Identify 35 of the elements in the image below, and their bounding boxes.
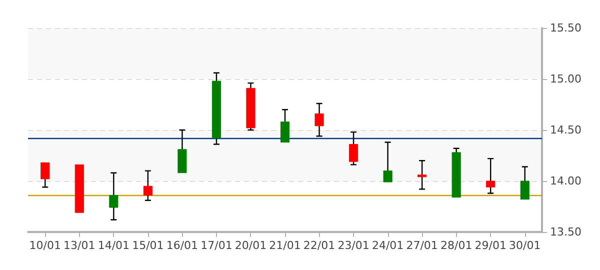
- y-tick-label: 14.00: [550, 174, 582, 188]
- candlestick: [40, 162, 50, 188]
- x-tick-label: 27/01: [406, 239, 438, 252]
- x-tick-label: 21/01: [269, 239, 301, 252]
- candlestick: [452, 148, 461, 198]
- x-tick-label: 14/01: [98, 239, 130, 252]
- x-tick-label: 13/01: [64, 239, 96, 252]
- x-tick-label: 22/01: [303, 239, 336, 252]
- candlestick: [418, 160, 427, 190]
- x-tick-label: 23/01: [338, 239, 370, 252]
- candlestick: [178, 129, 187, 174]
- x-tick-label: 17/01: [200, 239, 232, 252]
- x-tick-label: 24/01: [372, 239, 404, 252]
- candlestick: [143, 170, 152, 201]
- candlestick: [383, 142, 392, 182]
- x-tick-label: 15/01: [132, 239, 164, 252]
- x-tick-label: 20/01: [234, 239, 267, 252]
- candlestick: [349, 131, 358, 166]
- candlestick: [109, 172, 118, 220]
- candlestick: [314, 102, 324, 137]
- candlestick: [74, 164, 84, 213]
- candlestick: [212, 72, 221, 145]
- candlestick: [486, 158, 496, 194]
- y-tick-label: 15.50: [550, 22, 582, 34]
- x-tick-label: 16/01: [166, 239, 198, 252]
- x-tick-label: 28/01: [440, 239, 472, 252]
- y-tick-label: 15.00: [550, 72, 582, 86]
- candlestick: [520, 166, 530, 200]
- x-tick-label: 29/01: [474, 239, 506, 252]
- y-tick-label: 13.50: [550, 226, 582, 238]
- x-tick-label: 30/01: [509, 239, 541, 252]
- x-tick-label: 10/01: [29, 239, 61, 252]
- candlestick: [246, 82, 256, 131]
- candlestick: [280, 109, 290, 142]
- y-tick-label: 14.50: [550, 124, 582, 136]
